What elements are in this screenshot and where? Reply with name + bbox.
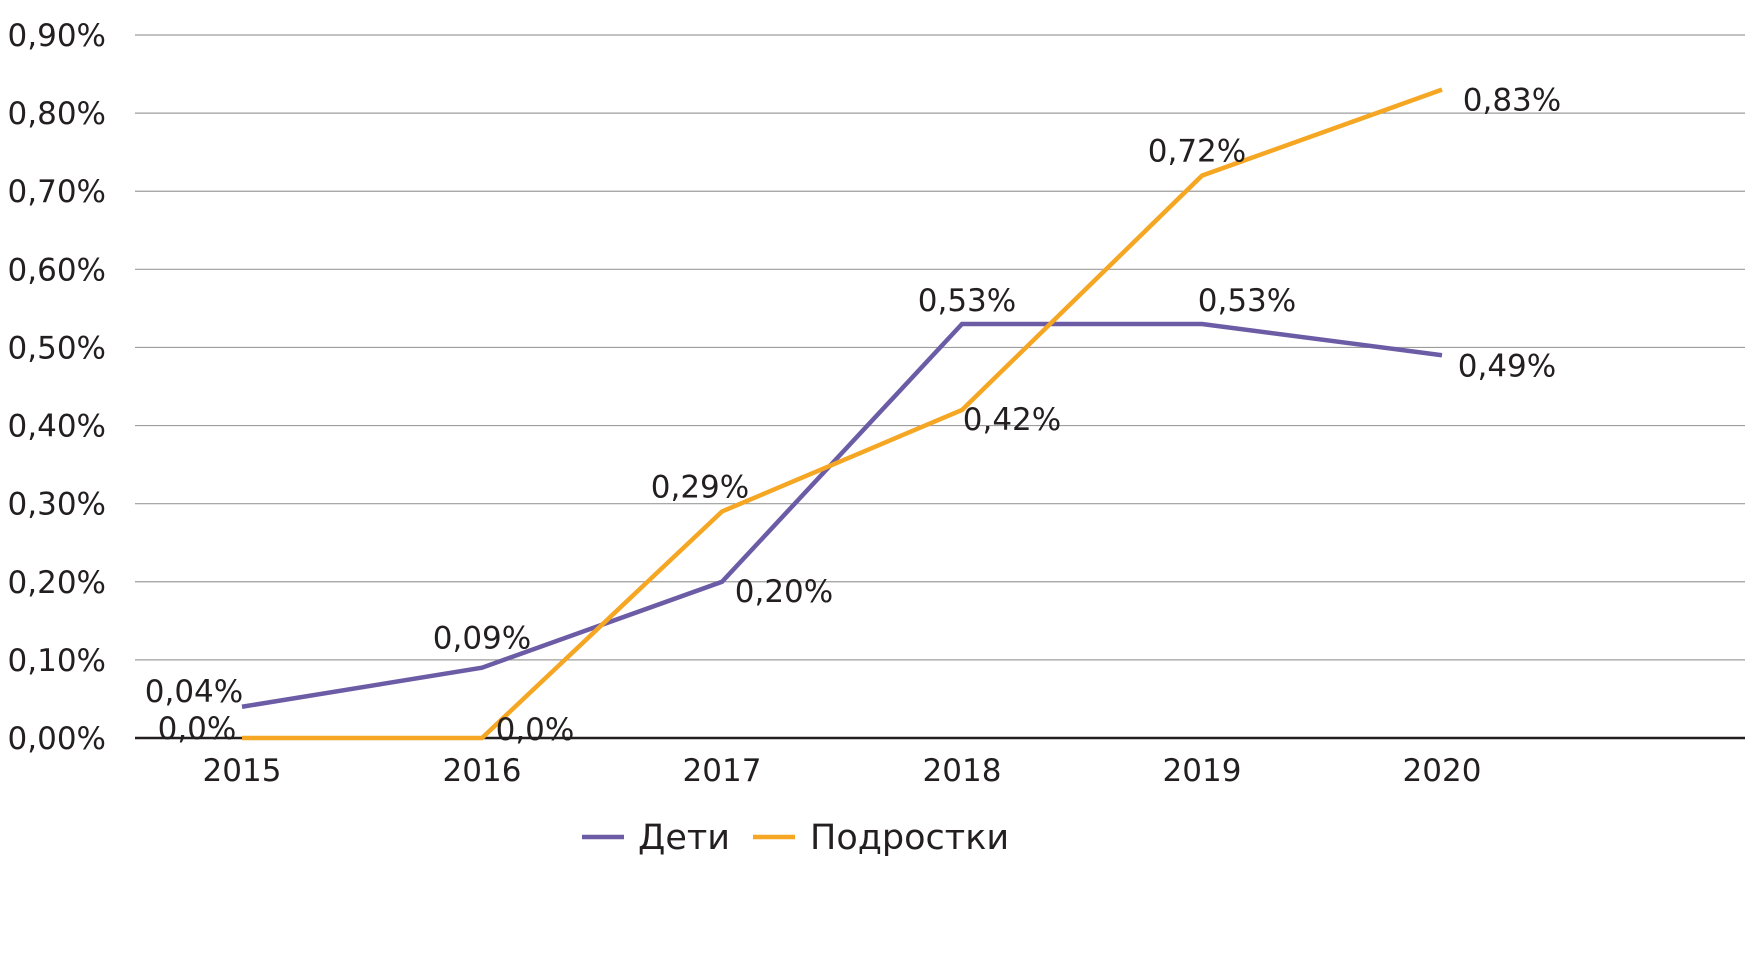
data-label: 0,42% (963, 402, 1061, 438)
data-label: 0,0% (496, 712, 575, 748)
x-tick-label: 2017 (683, 753, 762, 789)
y-tick-label: 0,90% (8, 18, 106, 54)
y-tick-label: 0,10% (8, 643, 106, 679)
series-line-1 (242, 87, 1443, 741)
x-tick-label: 2018 (923, 753, 1002, 789)
data-label: 0,04% (145, 674, 243, 710)
data-label: 0,0% (158, 711, 237, 747)
data-label: 0,72% (1148, 134, 1246, 170)
y-tick-label: 0,60% (8, 252, 106, 288)
y-tick-label: 0,50% (8, 330, 106, 366)
data-label: 0,83% (1463, 83, 1561, 119)
data-labels: 0,04% 0,09% 0,20% 0,53% 0,53% 0,49% 0,0% 0,0% 0,… (145, 83, 1561, 748)
data-label: 0,49% (1458, 348, 1556, 384)
y-axis: 0,00% 0,10% 0,20% 0,30% 0,40% 0,50% 0,60% 0,70%… (8, 18, 106, 757)
data-label: 0,20% (735, 574, 833, 610)
x-tick-label: 2016 (443, 753, 522, 789)
data-label: 0,09% (433, 621, 531, 657)
data-label: 0,53% (1198, 283, 1296, 319)
series-lines (241, 87, 1443, 741)
legend-label-0: Дети (638, 818, 730, 858)
legend-label-1: Подростки (810, 818, 1009, 858)
y-tick-label: 0,20% (8, 565, 106, 601)
data-label: 0,29% (651, 469, 749, 505)
data-label: 0,53% (918, 283, 1016, 319)
y-tick-label: 0,80% (8, 96, 106, 132)
y-tick-label: 0,40% (8, 409, 106, 445)
series-line-0 (241, 321, 1443, 709)
y-tick-label: 0,00% (8, 721, 106, 757)
y-tick-label: 0,30% (8, 487, 106, 523)
x-tick-label: 2015 (203, 753, 282, 789)
x-tick-label: 2020 (1403, 753, 1482, 789)
x-axis: 2015 2016 2017 2018 2019 2020 (203, 753, 1482, 789)
grid-lines (135, 34, 1745, 740)
x-tick-label: 2019 (1163, 753, 1242, 789)
legend: Дети Подростки (582, 818, 1009, 858)
y-tick-label: 0,70% (8, 174, 106, 210)
